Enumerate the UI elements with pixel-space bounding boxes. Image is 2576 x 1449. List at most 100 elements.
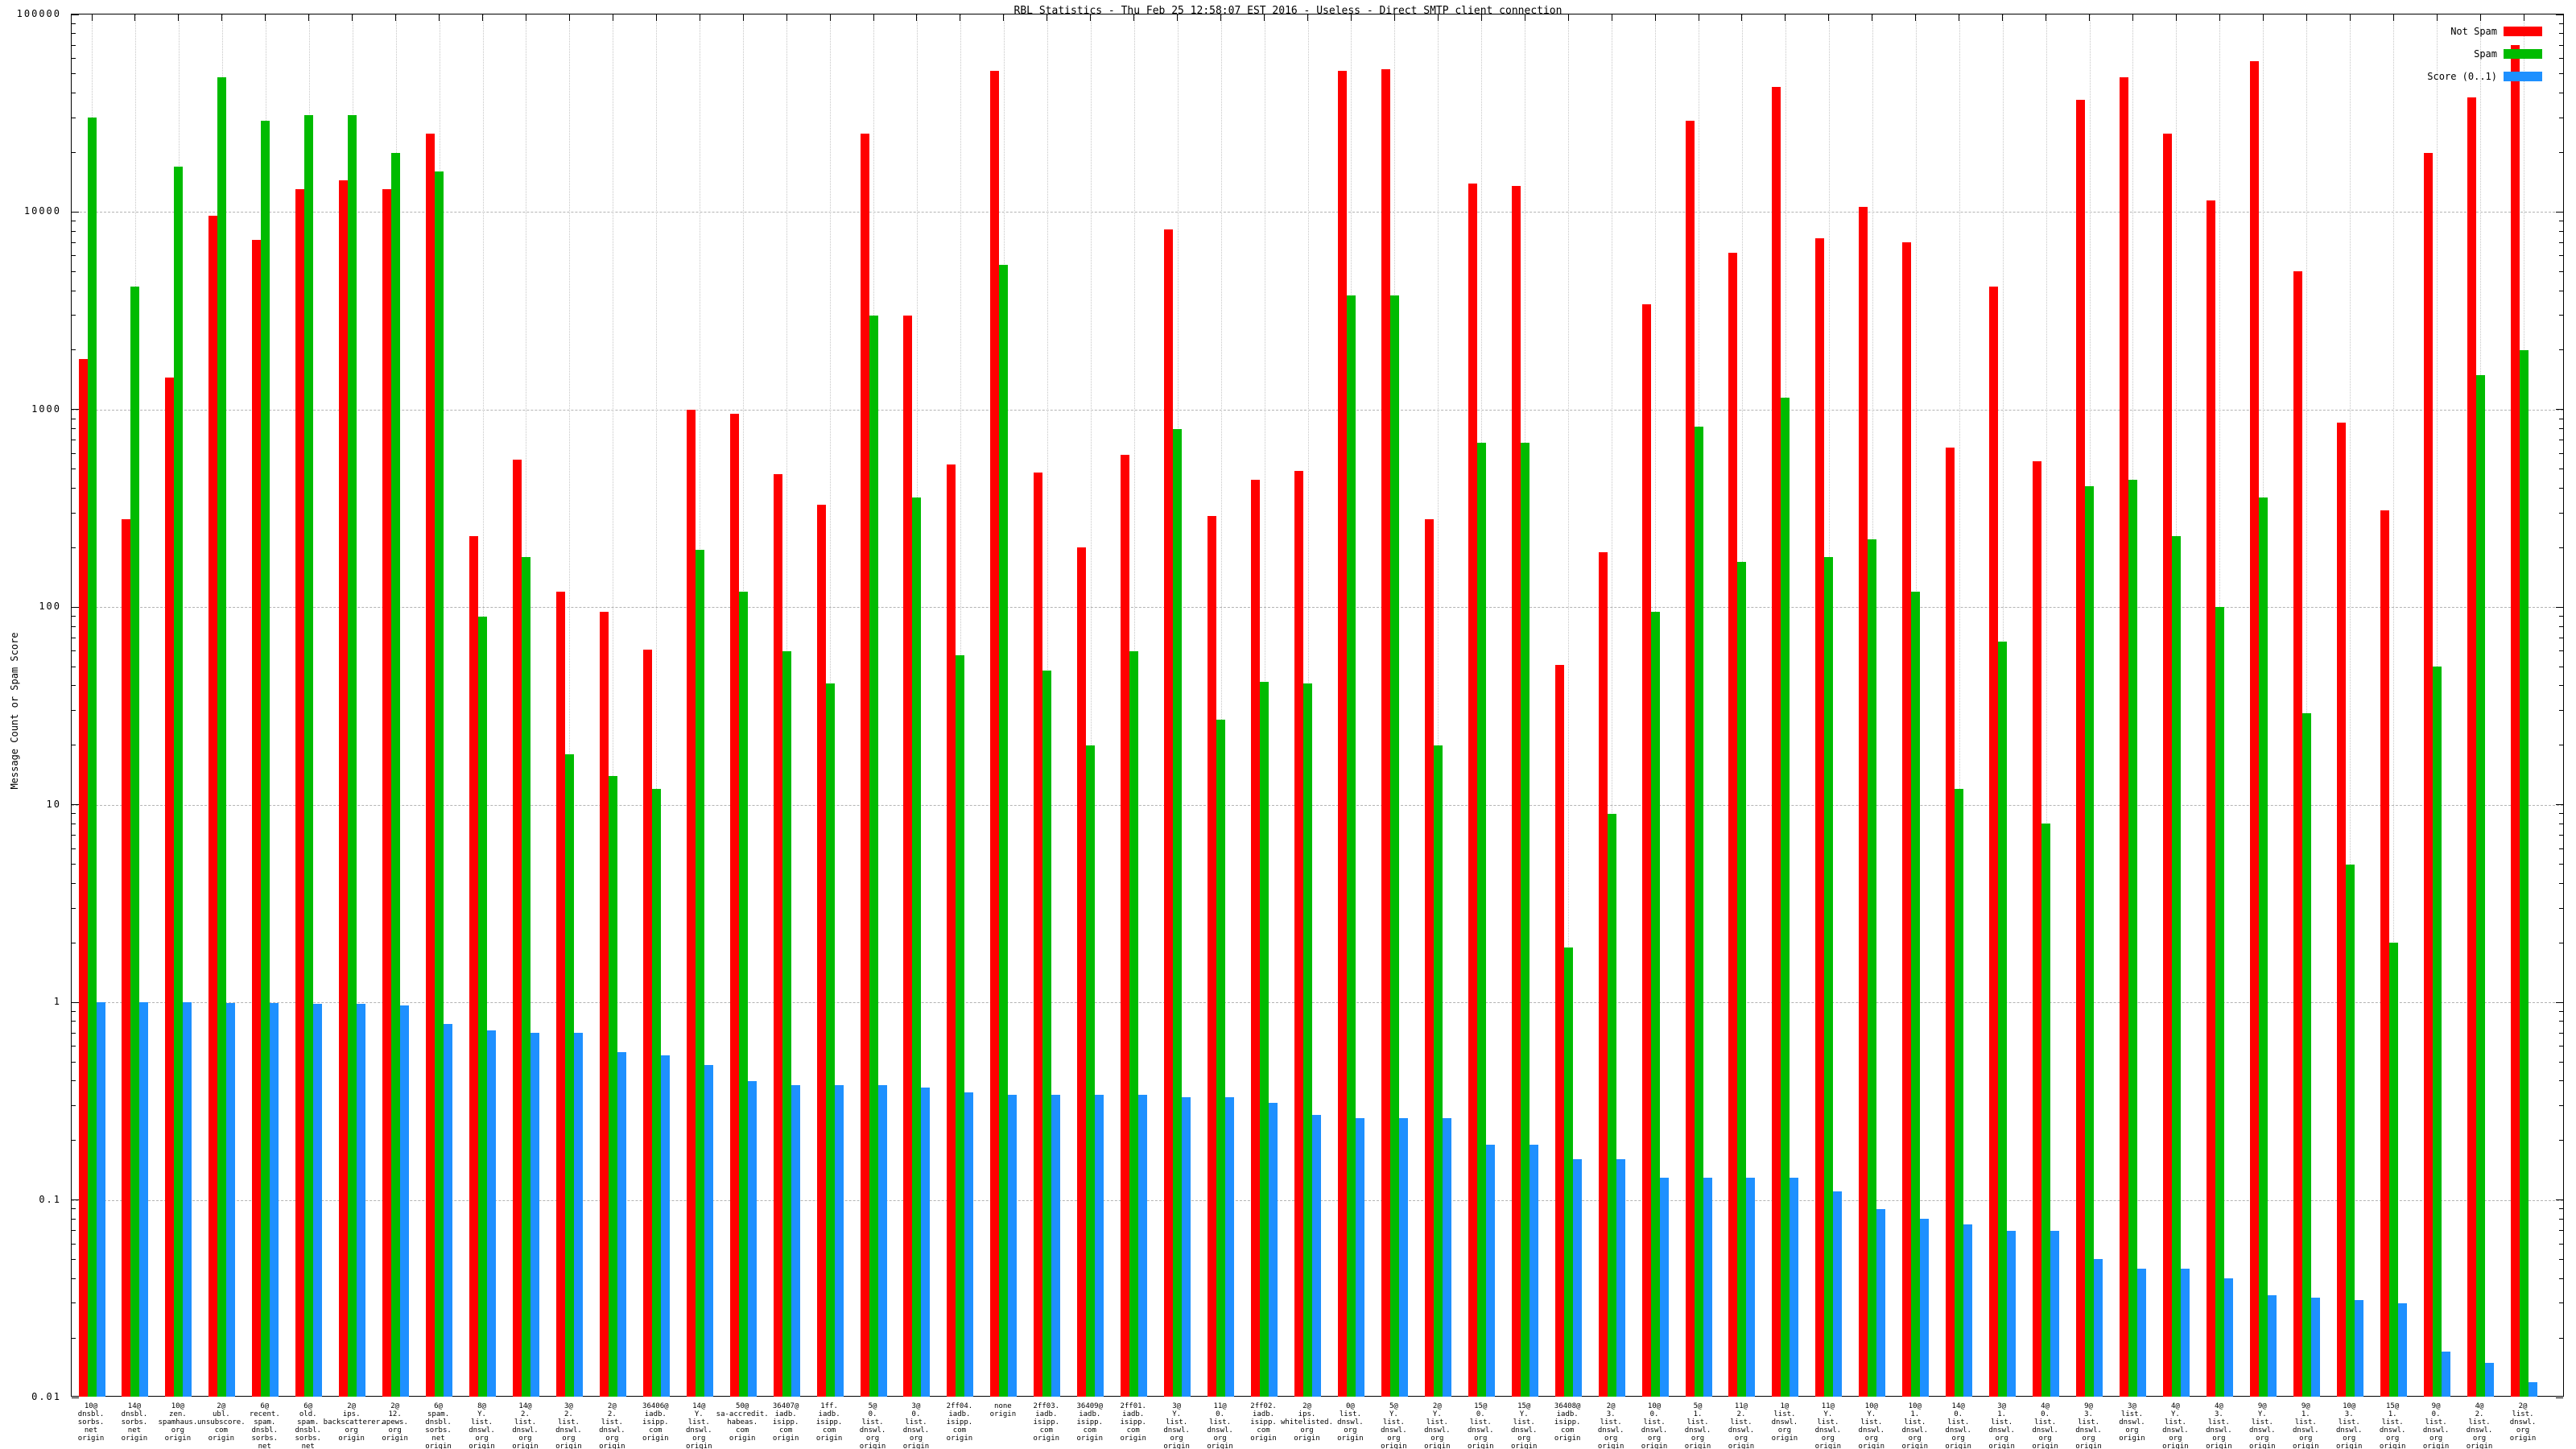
y-major-tick-right [2556, 804, 2563, 806]
bar-spam [1303, 683, 1312, 1397]
y-minor-tick-right [2559, 710, 2563, 712]
bar-spam [261, 120, 270, 1397]
bar-score [877, 1085, 887, 1397]
bar-score [834, 1085, 844, 1397]
bar-score [1398, 1117, 1408, 1397]
y-minor-tick-right [2559, 44, 2563, 46]
bar-not-spam [686, 409, 696, 1397]
x-category-label: 1@ list. dnswl. org origin [1771, 1402, 1798, 1443]
bar-spam [1042, 670, 1052, 1397]
y-minor-tick-right [2559, 1302, 2563, 1304]
bar-not-spam [122, 518, 131, 1397]
y-minor-tick-left [72, 710, 76, 712]
v-gridline [569, 14, 571, 1396]
y-minor-tick-left [72, 488, 76, 489]
bar-spam [2432, 667, 2442, 1397]
x-tick-top [2436, 14, 2438, 21]
bar-not-spam [1685, 120, 1695, 1397]
bar-spam [651, 789, 661, 1397]
x-category-label: 10@ 3. list. dnswl. org origin [2335, 1402, 2363, 1449]
bar-not-spam [1728, 253, 1738, 1397]
x-category-label: 2@ ips. whitelisted. org origin [1280, 1402, 1334, 1443]
x-category-label: 9@ 1. list. dnswl. org origin [2293, 1402, 2319, 1449]
x-tick-top [2306, 14, 2307, 21]
y-major-tick-right [2556, 14, 2563, 15]
y-minor-tick-right [2559, 1010, 2563, 1012]
x-category-label: 11@ Y. list. dnswl. org origin [1814, 1402, 1842, 1449]
bar-score [1572, 1159, 1582, 1397]
bar-score [2050, 1230, 2060, 1397]
bar-score [1008, 1095, 1018, 1397]
bar-spam [87, 118, 97, 1397]
x-category-label: 14@ Y. list. dnswl. org origin [685, 1402, 712, 1449]
x-category-label: 15@ 1. list. dnswl. org origin [2379, 1402, 2406, 1449]
y-minor-tick-right [2559, 835, 2563, 836]
y-minor-tick-right [2559, 255, 2563, 257]
y-tick-label: 1000 [31, 402, 61, 415]
x-category-label: 10@ dnsbl. sorbs. net origin [77, 1402, 105, 1443]
bar-spam [1520, 442, 1530, 1397]
y-minor-tick-left [72, 907, 76, 909]
x-tick-top [395, 14, 397, 21]
bar-not-spam [2249, 61, 2259, 1397]
y-minor-tick-left [72, 1337, 76, 1339]
bar-score [964, 1092, 974, 1397]
bar-score [617, 1051, 626, 1397]
h-gridline [72, 1002, 2563, 1004]
x-category-label: 2ff02. iadb. isipp. com origin [1250, 1402, 1277, 1443]
bar-score [2528, 1381, 2537, 1397]
bar-spam [304, 114, 314, 1397]
y-minor-tick-right [2559, 152, 2563, 154]
y-minor-tick-left [72, 230, 76, 232]
bar-spam [391, 152, 401, 1397]
y-minor-tick-left [72, 242, 76, 243]
x-category-label: 14@ dnsbl. sorbs. net origin [121, 1402, 148, 1443]
x-tick-top [1654, 14, 1656, 21]
y-minor-tick-right [2559, 907, 2563, 909]
bar-spam [695, 550, 704, 1397]
bar-not-spam [2467, 97, 2476, 1397]
bar-score [2223, 1278, 2233, 1397]
y-minor-tick-left [72, 616, 76, 617]
bar-spam [1563, 947, 1573, 1397]
x-category-label: none origin [989, 1402, 1017, 1418]
x-category-label: 3@ 0. list. dnswl. org origin [902, 1402, 930, 1449]
y-minor-tick-right [2559, 73, 2563, 75]
x-tick-top [1046, 14, 1048, 21]
bar-not-spam [2510, 45, 2520, 1397]
y-minor-tick-right [2559, 685, 2563, 687]
x-tick-top [1567, 14, 1569, 21]
x-category-label: 3@ 2. list. dnswl. org origin [555, 1402, 582, 1449]
y-minor-tick-left [72, 650, 76, 652]
bar-not-spam [1424, 518, 1434, 1397]
bar-spam [130, 286, 140, 1397]
bar-score [2441, 1352, 2450, 1397]
x-tick-top [134, 14, 136, 21]
bar-score [1833, 1191, 1843, 1397]
x-tick-top [1177, 14, 1179, 21]
bar-score [791, 1085, 800, 1397]
x-tick-top [439, 14, 440, 21]
bar-spam [1911, 591, 1921, 1397]
x-category-label: 6@ spam. dnsbl. sorbs. net origin [425, 1402, 452, 1449]
bar-score [1616, 1159, 1625, 1397]
bar-score [704, 1065, 713, 1397]
x-tick-top [2132, 14, 2133, 21]
x-category-label: 4@ Y. list. dnswl. org origin [2162, 1402, 2189, 1449]
bar-score [400, 1005, 410, 1397]
bar-not-spam [1859, 207, 1868, 1397]
bar-spam [1824, 556, 1834, 1397]
bar-score [2180, 1268, 2190, 1397]
y-minor-tick-left [72, 1080, 76, 1082]
bar-not-spam [512, 459, 522, 1397]
legend-swatch [2504, 72, 2542, 81]
bar-spam [738, 591, 748, 1397]
bar-not-spam [382, 189, 392, 1397]
v-gridline [2350, 14, 2351, 1396]
x-category-label: 2ff01. iadb. isipp. com origin [1120, 1402, 1146, 1443]
h-gridline [72, 409, 2563, 411]
bar-not-spam [252, 240, 262, 1397]
bar-not-spam [2380, 510, 2389, 1397]
bar-score [1312, 1114, 1321, 1397]
y-major-tick-left [72, 804, 79, 806]
